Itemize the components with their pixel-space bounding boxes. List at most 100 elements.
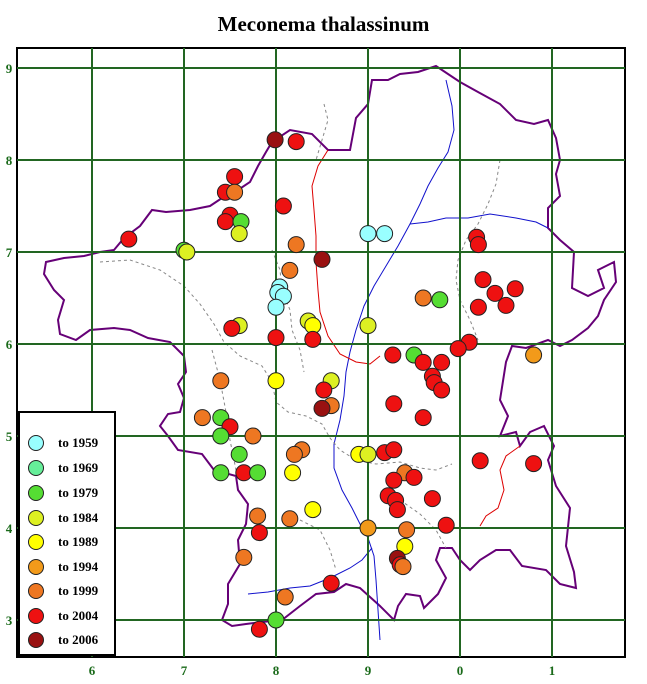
y-tick-label: 9	[6, 61, 13, 76]
legend-item: to 1994	[28, 557, 98, 577]
record-dot	[315, 381, 333, 399]
legend-item: to 1969	[28, 458, 98, 478]
road	[479, 445, 521, 527]
y-tick-label: 6	[6, 337, 13, 352]
record-dot	[287, 236, 305, 254]
grid-labels: 6 7 8 9 0 1 9 8 7 6 5 4 3	[6, 61, 556, 678]
record-dot	[226, 183, 244, 201]
legend-item: to 2006	[28, 630, 98, 650]
record-dot	[249, 507, 267, 525]
x-tick-label: 9	[365, 663, 372, 678]
y-tick-label: 7	[6, 245, 13, 260]
y-tick-label: 4	[6, 521, 13, 536]
legend: to 1959 to 1969 to 1979 to 1984 to 1989 …	[18, 411, 116, 656]
record-dot	[250, 524, 268, 542]
record-dot	[525, 455, 543, 473]
record-dot	[212, 427, 230, 445]
record-dot	[266, 131, 284, 149]
legend-label: to 1969	[58, 460, 99, 475]
record-dot	[226, 168, 244, 186]
record-dot	[474, 271, 492, 289]
river	[247, 547, 373, 595]
record-dot	[281, 261, 299, 279]
river	[409, 213, 549, 229]
legend-label: to 1999	[58, 583, 99, 598]
record-dot	[304, 501, 322, 519]
legend-swatch	[28, 485, 44, 501]
record-dot	[388, 501, 406, 519]
record-dot	[414, 409, 432, 427]
legend-item: to 1979	[28, 483, 98, 503]
record-dot	[414, 353, 432, 371]
record-dot	[385, 395, 403, 413]
record-dot	[394, 558, 412, 576]
y-tick-label: 5	[6, 429, 13, 444]
record-dot	[244, 427, 262, 445]
x-tick-label: 0	[457, 663, 464, 678]
legend-swatch	[28, 460, 44, 476]
legend-swatch	[28, 583, 44, 599]
record-dots	[120, 131, 543, 638]
record-dot	[287, 133, 305, 151]
record-dot	[431, 291, 449, 309]
record-dot	[359, 445, 377, 463]
record-dot	[230, 445, 248, 463]
record-dot	[433, 381, 451, 399]
legend-item: to 1984	[28, 508, 98, 528]
record-dot	[230, 225, 248, 243]
record-dot	[313, 250, 331, 268]
record-dot	[437, 516, 455, 534]
record-dot	[469, 298, 487, 316]
legend-swatch	[28, 510, 44, 526]
x-tick-label: 6	[89, 663, 96, 678]
record-dot	[216, 213, 234, 231]
record-dot	[398, 521, 416, 539]
legend-swatch	[28, 608, 44, 624]
record-dot	[359, 317, 377, 335]
legend-label: to 1959	[58, 435, 99, 450]
record-dot	[313, 399, 331, 417]
record-dot	[276, 588, 294, 606]
record-dot	[223, 319, 241, 337]
record-dot	[267, 372, 285, 390]
legend-item: to 1999	[28, 581, 98, 601]
record-dot	[433, 353, 451, 371]
record-dot	[385, 471, 403, 489]
record-dot	[120, 230, 138, 248]
record-dot	[506, 280, 524, 298]
record-dot	[284, 464, 302, 482]
record-dot	[193, 409, 211, 427]
record-dot	[212, 372, 230, 390]
record-dot	[376, 225, 394, 243]
legend-item: to 1959	[28, 433, 98, 453]
legend-label: to 2006	[58, 632, 99, 647]
record-dot	[423, 490, 441, 508]
record-dot	[267, 611, 285, 629]
record-dot	[497, 296, 515, 314]
record-dot	[249, 464, 267, 482]
y-tick-label: 3	[6, 613, 13, 628]
record-dot	[384, 346, 402, 364]
legend-label: to 1984	[58, 510, 99, 525]
legend-label: to 2004	[58, 608, 99, 623]
x-tick-label: 1	[549, 663, 556, 678]
record-dot	[322, 574, 340, 592]
record-dot	[212, 464, 230, 482]
road	[311, 149, 381, 365]
record-dot	[274, 197, 292, 215]
record-dot	[359, 519, 377, 537]
record-dot	[359, 225, 377, 243]
legend-label: to 1994	[58, 559, 99, 574]
legend-swatch	[28, 559, 44, 575]
record-dot	[281, 510, 299, 528]
record-dot	[250, 620, 268, 638]
legend-swatch	[28, 534, 44, 550]
map-frame	[16, 47, 626, 658]
record-dot	[414, 289, 432, 307]
y-tick-label: 8	[6, 153, 13, 168]
legend-item: to 2004	[28, 606, 98, 626]
legend-label: to 1979	[58, 485, 99, 500]
record-dot	[267, 298, 285, 316]
record-dot	[304, 330, 322, 348]
